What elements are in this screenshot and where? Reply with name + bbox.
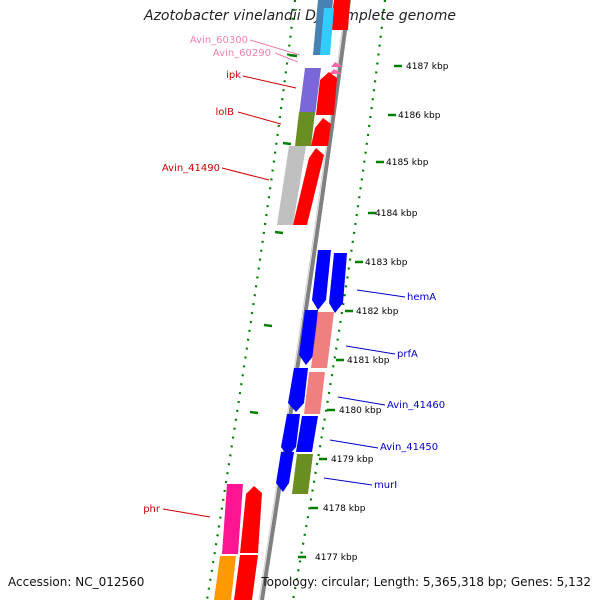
gene-ipk-forward (316, 72, 337, 115)
scale-ticks (298, 64, 402, 559)
gene-lower-forward (234, 555, 258, 600)
gene-small-forward-1 (331, 62, 343, 67)
genome-backbone (260, 0, 351, 600)
forward-strand-genes (234, 0, 350, 600)
gene-label-hema: hemA (407, 292, 436, 303)
cog-grey-block (277, 146, 306, 225)
gene-lolb-forward (311, 118, 331, 146)
gene-phr-forward (240, 486, 262, 553)
gene-label-prfa: prfA (397, 349, 418, 360)
map-title: Azotobacter vinelandii DJ, complete geno… (144, 8, 456, 24)
scale-label: 4180 kbp (339, 406, 382, 416)
cog-orange-block (214, 556, 236, 600)
cog-cyan-block (320, 8, 334, 55)
gene-lowest-reverse (276, 452, 294, 492)
cog-olive-block-2 (292, 454, 313, 494)
gene-avin-41460-reverse (288, 368, 308, 412)
gene-label-phr: phr (143, 504, 161, 515)
scale-label: 4183 kbp (365, 258, 408, 268)
scale-label: 4187 kbp (406, 62, 449, 72)
right-callout-lines (323, 289, 406, 486)
scale-label: 4186 kbp (398, 111, 441, 121)
gene-label-muri: murI (374, 480, 397, 491)
cog-olive-block (295, 112, 315, 146)
gene-muri-reverse (296, 416, 318, 452)
cog-pink-block-2 (304, 372, 325, 414)
gene-avin-60300-forward (330, 0, 350, 30)
scale-label: 4179 kbp (331, 455, 374, 465)
gene-avin-41490-forward (293, 148, 324, 225)
right-gene-labels: hemA prfA Avin_41460 Avin_41450 murI (374, 292, 445, 491)
scale-label: 4185 kbp (386, 158, 429, 168)
gene-small-forward-2 (329, 69, 342, 74)
scale-labels: 4187 kbp 4186 kbp 4185 kbp 4184 kbp 4183… (315, 62, 449, 563)
cog-magenta-block (222, 484, 243, 554)
cog-purple-block (299, 68, 321, 115)
gene-label-lolb: lolB (215, 107, 234, 118)
scale-label: 4177 kbp (315, 553, 358, 563)
cog-pink-block-1 (311, 312, 334, 368)
gene-label-avin-41490: Avin_41490 (162, 163, 220, 174)
gene-label-ipk: ipk (226, 70, 241, 81)
gene-hema-reverse (312, 250, 331, 310)
left-callout-lines (162, 39, 301, 518)
accession-info: Accession: NC_012560 (8, 575, 145, 589)
genome-backbone-highlight (258, 0, 347, 600)
gene-label-avin-41460: Avin_41460 (387, 400, 445, 411)
scale-label: 4178 kbp (323, 504, 366, 514)
left-gene-labels: Avin_60300 Avin_60290 ipk lolB Avin_4149… (143, 35, 271, 515)
scale-label: 4184 kbp (375, 209, 418, 219)
gene-label-avin-60290: Avin_60290 (213, 48, 271, 59)
cog-lane (214, 0, 334, 600)
gene-avin-41450-reverse (281, 414, 300, 456)
gene-hema-reverse-2 (329, 253, 347, 313)
reverse-strand-genes (276, 250, 347, 492)
scale-label: 4181 kbp (347, 356, 390, 366)
gene-label-avin-41450: Avin_41450 (380, 442, 438, 453)
topology-info: Topology: circular; Length: 5,365,318 bp… (261, 575, 591, 589)
gene-label-avin-60300: Avin_60300 (190, 35, 248, 46)
scale-label: 4182 kbp (356, 307, 399, 317)
